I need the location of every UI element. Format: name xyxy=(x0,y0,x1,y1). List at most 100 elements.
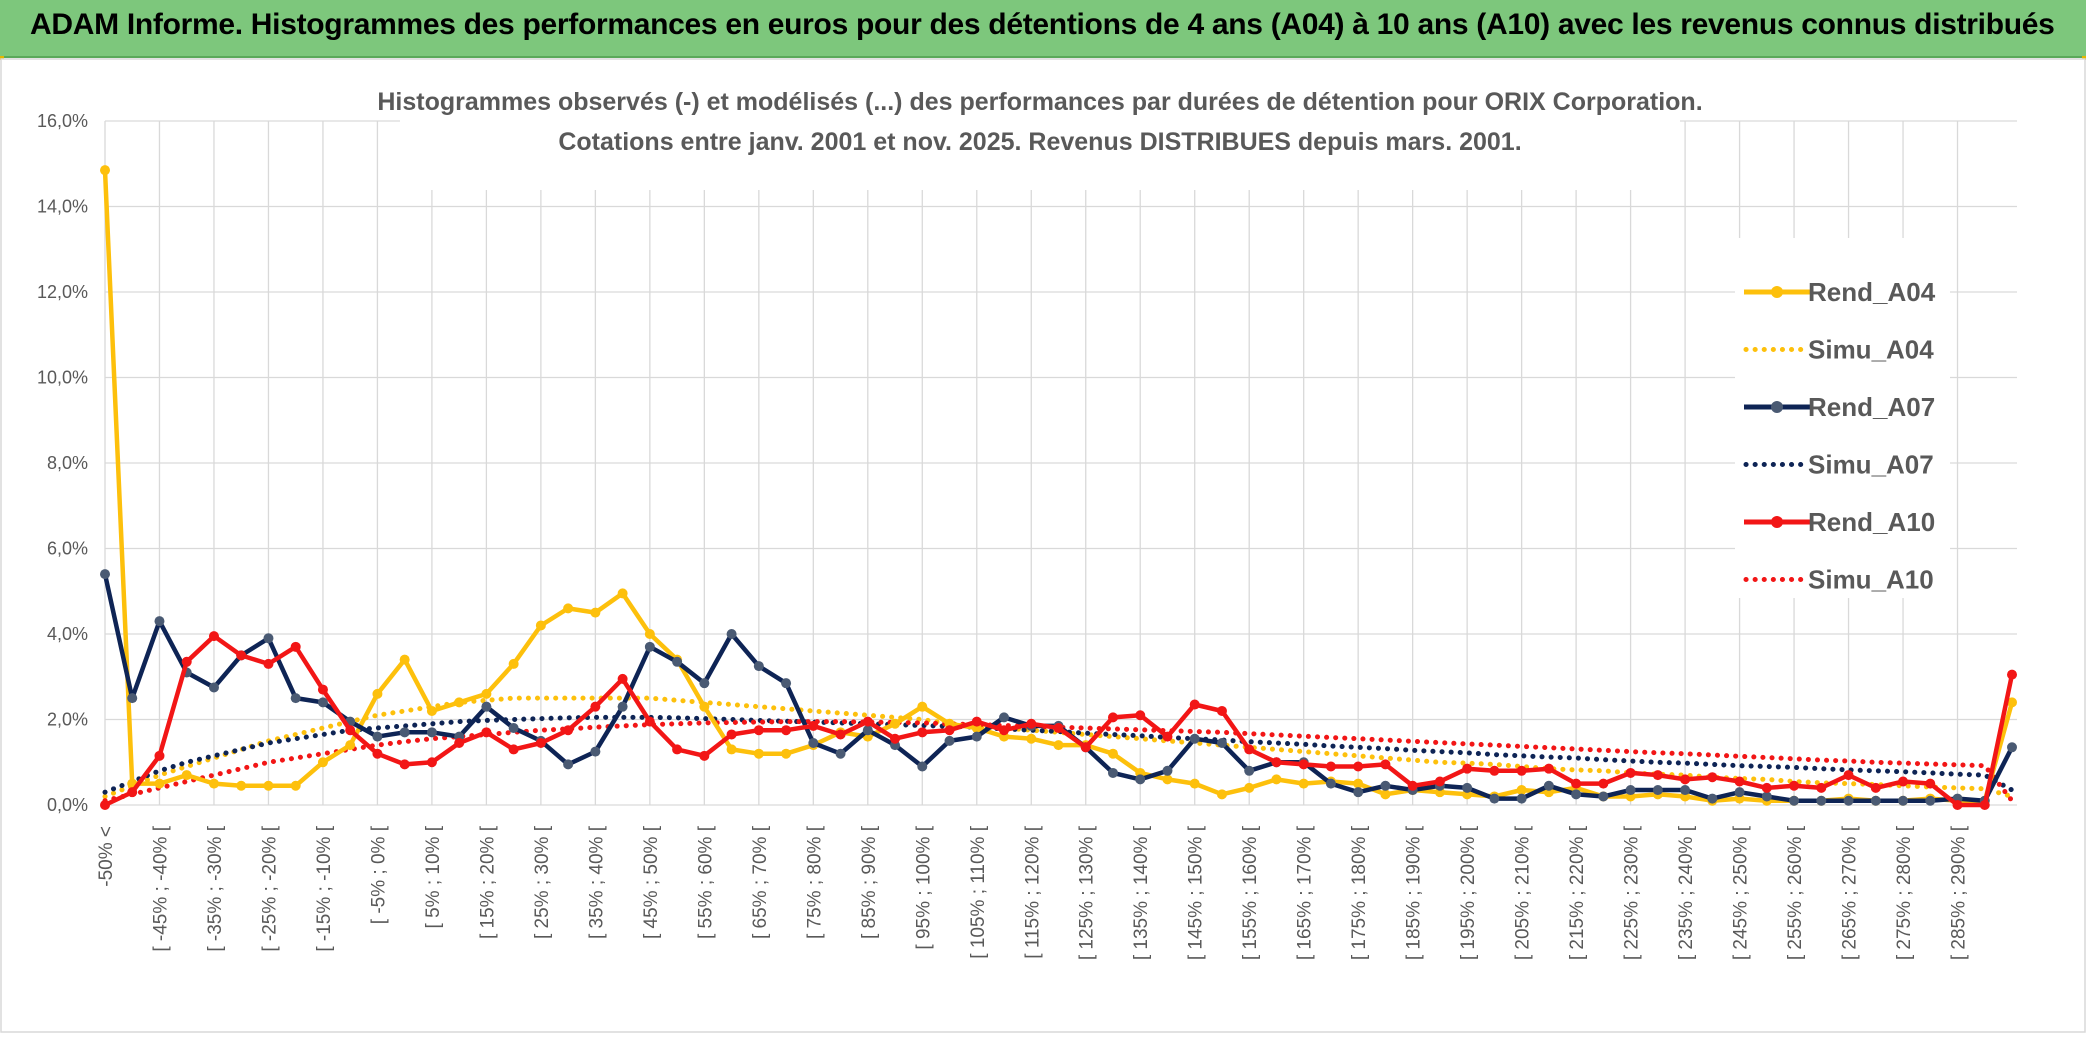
data-point xyxy=(1516,793,1527,804)
data-point xyxy=(835,748,846,759)
data-point xyxy=(1080,742,1091,753)
data-point xyxy=(1244,765,1255,776)
y-tick-label: 8,0% xyxy=(47,453,88,473)
data-point xyxy=(999,725,1010,736)
data-point xyxy=(208,631,219,642)
data-point xyxy=(1162,774,1173,785)
data-point xyxy=(617,701,628,712)
data-point xyxy=(1380,789,1391,800)
data-point xyxy=(100,569,110,580)
legend-background xyxy=(1735,238,1950,598)
legend-marker xyxy=(1771,516,1783,528)
data-point xyxy=(345,740,356,751)
data-point xyxy=(1598,778,1609,789)
data-point xyxy=(726,744,737,755)
data-point xyxy=(1462,782,1473,793)
data-point xyxy=(1543,763,1554,774)
data-point xyxy=(999,712,1010,723)
data-point xyxy=(1380,780,1391,791)
data-point xyxy=(127,693,138,704)
legend-label: Simu_A10 xyxy=(1808,565,1934,595)
data-point xyxy=(290,641,301,652)
data-point xyxy=(508,658,519,669)
chart-title-background xyxy=(400,78,1680,190)
data-point xyxy=(563,603,574,614)
data-point xyxy=(808,738,819,749)
data-point xyxy=(590,701,601,712)
data-point xyxy=(290,780,301,791)
data-point xyxy=(508,723,519,734)
data-point xyxy=(1598,791,1609,802)
frame-corner-left xyxy=(0,56,4,60)
data-point xyxy=(1816,795,1827,806)
data-point xyxy=(890,718,901,729)
y-tick-label: 0,0% xyxy=(47,795,88,815)
data-point xyxy=(753,725,764,736)
data-point xyxy=(1353,761,1364,772)
data-point xyxy=(944,725,955,736)
data-point xyxy=(808,720,819,731)
data-point xyxy=(971,731,982,742)
report-header: ADAM Informe. Histogrammes des performan… xyxy=(0,0,2086,58)
data-point xyxy=(1898,776,1909,787)
x-tick-label: -50% < xyxy=(96,826,117,887)
data-point xyxy=(835,729,846,740)
x-tick-label: [ 105% ; 110% [ xyxy=(968,825,989,958)
x-tick-label: [ -25% ; -20% [ xyxy=(259,825,280,951)
data-point xyxy=(1707,772,1718,783)
data-point xyxy=(454,697,465,708)
x-tick-label: [ 185% ; 190% [ xyxy=(1404,825,1425,960)
data-point xyxy=(208,682,219,693)
x-tick-label: [ 235% ; 240% [ xyxy=(1676,825,1697,960)
data-point xyxy=(426,757,437,768)
legend-marker xyxy=(1771,401,1783,413)
data-point xyxy=(263,633,274,644)
data-point xyxy=(726,729,737,740)
chart-subtitle: Cotations entre janv. 2001 et nov. 2025.… xyxy=(558,128,1521,156)
x-tick-label: [ 155% ; 160% [ xyxy=(1240,825,1261,960)
data-point xyxy=(535,738,546,749)
data-point xyxy=(1271,757,1282,768)
data-point xyxy=(1407,780,1418,791)
data-point xyxy=(1298,759,1309,770)
data-point xyxy=(1298,778,1309,789)
data-point xyxy=(263,780,274,791)
y-tick-label: 6,0% xyxy=(47,539,88,559)
data-point xyxy=(100,165,110,176)
data-point xyxy=(1734,787,1745,798)
data-point xyxy=(1843,795,1854,806)
data-point xyxy=(862,725,873,736)
legend-label: Rend_A10 xyxy=(1808,507,1935,537)
data-point xyxy=(1353,787,1364,798)
data-point xyxy=(154,778,165,789)
x-tick-label: [ -5% ; 0% [ xyxy=(368,825,389,924)
data-point xyxy=(508,744,519,755)
legend-marker xyxy=(1771,286,1783,298)
data-point xyxy=(1680,785,1691,796)
data-point xyxy=(1789,780,1800,791)
data-point xyxy=(1816,782,1827,793)
data-point xyxy=(1952,800,1963,810)
chart-title-group: Histogrammes observés (-) et modélisés (… xyxy=(377,78,1703,190)
x-tick-label: [ 225% ; 230% [ xyxy=(1622,825,1643,960)
data-point xyxy=(1244,744,1255,755)
data-point xyxy=(1325,761,1336,772)
y-tick-label: 12,0% xyxy=(37,282,88,302)
data-point xyxy=(317,757,328,768)
data-point xyxy=(426,705,437,716)
data-point xyxy=(1625,767,1636,778)
data-point xyxy=(1680,774,1691,785)
x-tick-label: [ 165% ; 170% [ xyxy=(1295,825,1316,960)
data-point xyxy=(563,759,574,770)
data-point xyxy=(345,725,356,736)
data-point xyxy=(481,727,492,738)
y-tick-label: 14,0% xyxy=(37,197,88,217)
data-point xyxy=(1053,723,1064,734)
x-tick-label: [ 35% ; 40% [ xyxy=(586,825,607,939)
data-point xyxy=(317,684,328,695)
legend-label: Simu_A07 xyxy=(1808,450,1934,480)
data-point xyxy=(1761,791,1772,802)
legend-label: Rend_A07 xyxy=(1808,392,1935,422)
data-point xyxy=(100,800,110,810)
data-point xyxy=(2007,742,2017,753)
